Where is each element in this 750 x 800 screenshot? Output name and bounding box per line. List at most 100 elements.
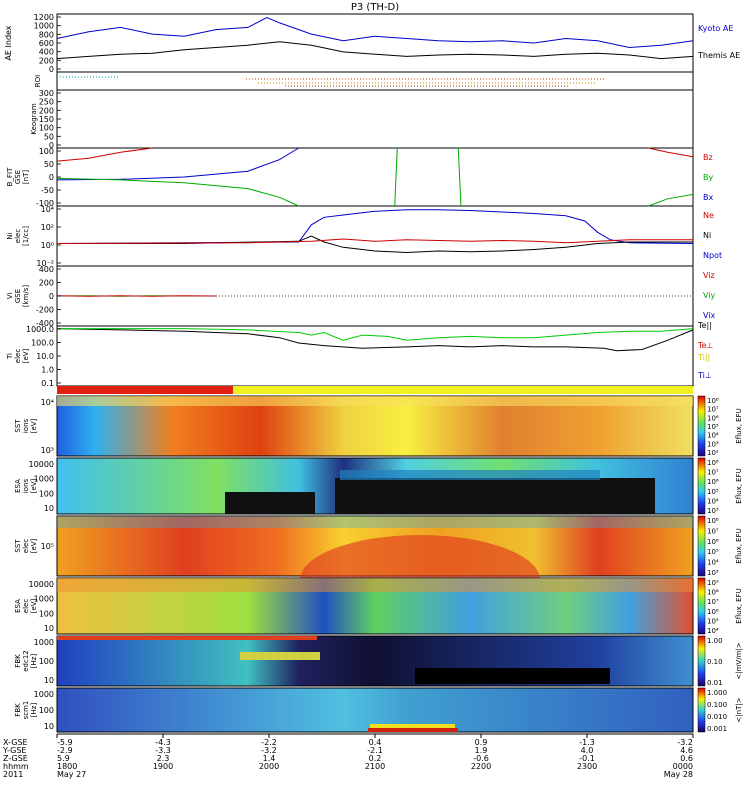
spectrogram-esa-elec: ESA elec [eV] (14, 577, 694, 635)
legend-npot: Npot (703, 251, 722, 260)
legend-vix: Vix (703, 311, 716, 320)
ytick-ni-1: 10² (41, 223, 54, 232)
ytick-ae-1: 1000 (34, 22, 54, 31)
time-axis-value-4-2: -0.6 (473, 754, 489, 763)
time-axis-value-2-0: -2.2 (261, 738, 277, 747)
cbtick-cb-esa-elec-4: 10⁵ (707, 617, 719, 625)
cbtick-cb-sst-elec-5: 10³ (707, 569, 719, 577)
ytick-keogram-6: 0 (49, 141, 54, 150)
panel-ni: Ni elec [1/cc] Ne Ni Npot (6, 205, 722, 267)
series-bfit-by-4 (394, 147, 398, 207)
ytick-keogram-1: 250 (39, 98, 54, 107)
ytick-bfit-1: 50 (44, 160, 54, 169)
ytick-fbk-scm-0: 1000 (34, 690, 54, 699)
ytick-bfit-3: -50 (41, 186, 54, 195)
time-axis-value-6-1: 4.6 (680, 746, 693, 755)
time-axis-value-1-2: 2.3 (157, 754, 170, 763)
time-axis-value-5-1: 4.0 (581, 746, 594, 755)
ytick-bfit-4: -100 (36, 199, 54, 208)
colorbar-fbk-scm (697, 687, 706, 733)
series-bfit-by-5 (457, 147, 462, 207)
panel-ae-frame (56, 13, 694, 73)
ytick-esa-elec-1: 1000 (34, 595, 54, 604)
panel-ti-ylabel-2: elec (14, 349, 22, 364)
time-axis-value-1-0: -4.3 (155, 738, 171, 747)
cbtick-cb-fbk-edc-0: 1.00 (707, 637, 723, 645)
legend-ti-perp: Ti⊥ (697, 371, 712, 380)
legend-te-perp: Te⊥ (697, 341, 713, 350)
ytick-ae-4: 400 (39, 48, 54, 57)
colorbar-fbk-edc (697, 635, 706, 687)
cbtick-cb-esa-ion-5: 10³ (707, 507, 719, 515)
ytick-esa-ion-3: 10 (44, 504, 54, 513)
ytick-fbk-edc-1: 100 (39, 657, 54, 666)
time-axis-value-2-3: 2000 (259, 762, 279, 771)
ytick-ti-0: 1000.0 (26, 325, 54, 334)
cbtick-cb-sst-ion-5: 10³ (707, 440, 719, 448)
panel-ae: AE Index Kyoto AE Themis AE (4, 13, 740, 73)
spectrogram-sst-elec-ylabel-1: SST (14, 539, 22, 553)
time-axis-value-0-4: May 27 (57, 770, 86, 779)
spectrogram-esa-ion-stripe (340, 470, 600, 480)
cbtick-cb-esa-ion-3: 10⁵ (707, 488, 719, 496)
panel-bfit: B_FIT GSE [nT] Bz By Bx (6, 147, 713, 207)
spectrogram-fbk-scm: FBK scm1 [Hz] (14, 687, 694, 733)
tick-layer: 1200100080060040020003002502001501005001… (26, 13, 727, 733)
axis-row-label-z-gse: Z-GSE (3, 754, 28, 763)
spectrogram-fbk-edc-ylabel-1: FBK (14, 654, 22, 668)
spectrogram-sst-ion-ylabel-3: [eV] (30, 418, 38, 433)
spectrogram-sst-ion: SST ions [eV] (14, 395, 694, 457)
series-bfit-bz-1 (648, 147, 694, 158)
ytick-esa-ion-0: 10000 (29, 460, 54, 469)
spectrogram-esa-elec-ylabel-1: ESA (14, 599, 22, 613)
time-axis-value-0-3: 1800 (57, 762, 77, 771)
ytick-sst-elec-0: 10⁵ (41, 542, 54, 551)
ytick-bfit-2: 0 (49, 173, 54, 182)
ytick-keogram-0: 300 (39, 89, 54, 98)
panel-ae-ylabel: AE Index (4, 25, 13, 60)
cbtick-cb-sst-ion-3: 10⁵ (707, 423, 719, 431)
legend-ni: Ni (703, 231, 711, 240)
ytick-ae-2: 800 (39, 30, 54, 39)
cbtick-cb-fbk-scm-3: 0.001 (707, 725, 727, 733)
series-ae-kyoto-ae-0 (56, 17, 694, 49)
panel-ti-ylabel-3: [eV] (22, 348, 30, 363)
ytick-sst-ion-1: 10³ (41, 446, 54, 455)
colorbar-fbk-edc-label: <|mV/m|> (735, 642, 743, 679)
legend-themis-ae: Themis AE (697, 51, 740, 60)
ytick-esa-elec-0: 10000 (29, 580, 54, 589)
ytick-esa-ion-2: 100 (39, 489, 54, 498)
series-layer (56, 17, 694, 352)
spectrogram-esa-elec-top-band (57, 578, 693, 592)
legend-kyoto-ae: Kyoto AE (698, 24, 733, 33)
colorbar-fbk-scm-label: <|nT|> (735, 697, 743, 722)
spectrogram-sst-ion-ylabel-2: ions (22, 418, 30, 433)
ytick-vi-2: 0 (49, 292, 54, 301)
ytick-vi-1: 200 (39, 279, 54, 288)
axis-row-label-year: 2011 (3, 770, 23, 779)
spectrogram-fbk-edc-ylabel-2: edc12 (22, 650, 30, 672)
panel-vi-ylabel-2: GSE (14, 289, 22, 303)
cbtick-cb-sst-ion-4: 10⁴ (707, 432, 719, 440)
ytick-sst-ion-0: 10⁴ (41, 398, 54, 407)
time-axis-value-4-1: 1.9 (475, 746, 488, 755)
ytick-keogram-5: 50 (44, 132, 54, 141)
ytick-fbk-edc-2: 10 (44, 676, 54, 685)
panel-keogram-ylabel: Keogram (30, 103, 38, 134)
cbtick-cb-sst-elec-1: 10⁷ (707, 527, 719, 535)
series-ni-ni-1 (57, 235, 693, 254)
panel-bfit-ylabel-3: [nT] (22, 170, 30, 184)
cbtick-cb-fbk-edc-2: 0.01 (707, 679, 723, 687)
cbtick-cb-fbk-scm-1: 0.100 (707, 701, 727, 709)
colorbar-esa-ion-label: Eflux, EFU (735, 468, 743, 503)
spectrogram-esa-ion-ylabel-3: [eV] (30, 478, 38, 493)
panel-vi-ylabel-1: Vi (6, 293, 14, 300)
series-ni-npot-0 (56, 209, 694, 244)
mode-bar (57, 386, 693, 394)
panel-keogram-frame (56, 89, 694, 149)
cbtick-cb-sst-elec-3: 10⁵ (707, 548, 719, 556)
ytick-fbk-scm-1: 100 (39, 706, 54, 715)
legend-viy: Viy (703, 291, 716, 300)
